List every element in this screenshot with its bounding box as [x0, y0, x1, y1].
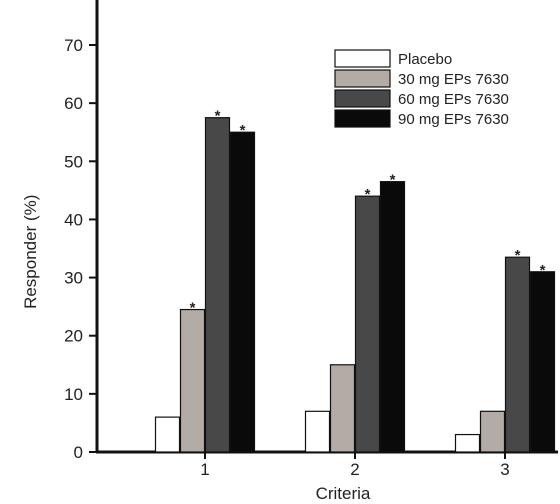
x-tick-label: 2 — [350, 460, 359, 479]
bar — [329, 364, 356, 453]
y-tick-label: 70 — [64, 36, 83, 55]
significance-star: * — [540, 262, 546, 279]
x-ticks: 1 2 3 — [200, 452, 510, 479]
legend-swatch — [334, 69, 391, 88]
legend-swatch — [334, 49, 391, 68]
bar — [529, 271, 556, 453]
bar — [454, 433, 481, 453]
legend-swatch — [334, 109, 391, 128]
y-tick-label: 30 — [64, 269, 83, 288]
bar — [379, 181, 406, 453]
bar — [204, 117, 231, 453]
bar — [504, 256, 531, 453]
y-tick-label: 10 — [64, 385, 83, 404]
bars — [154, 117, 556, 453]
significance-star: * — [390, 172, 396, 189]
y-tick-label: 20 — [64, 327, 83, 346]
bar — [154, 416, 181, 453]
legend-label: 30 mg EPs 7630 — [398, 71, 509, 88]
y-tick-label: 50 — [64, 152, 83, 171]
significance-star: * — [190, 300, 196, 317]
significance-star: * — [240, 122, 246, 139]
legend: Placebo 30 mg EPs 7630 60 mg EPs 7630 90 mg… — [334, 49, 509, 128]
x-tick-label: 1 — [200, 460, 209, 479]
legend-label: Placebo — [398, 51, 452, 68]
x-axis-title: Criteria — [316, 484, 371, 503]
axes — [95, 0, 558, 454]
y-axis-title: Responder (%) — [21, 195, 40, 309]
significance-star: * — [515, 247, 521, 264]
y-tick-label: 40 — [64, 210, 83, 229]
bar — [229, 131, 256, 453]
bar — [304, 410, 331, 453]
significance-star: * — [365, 186, 371, 203]
significance-markers: * * * * * * * — [190, 108, 546, 317]
legend-label: 90 mg EPs 7630 — [398, 111, 509, 128]
bar — [179, 308, 206, 453]
legend-label: 60 mg EPs 7630 — [398, 91, 509, 108]
significance-star: * — [215, 108, 221, 125]
x-tick-label: 3 — [500, 460, 509, 479]
legend-swatch — [334, 89, 391, 108]
y-tick-label: 60 — [64, 94, 83, 113]
bar — [479, 410, 506, 453]
bar — [354, 195, 381, 453]
y-ticks: 0 10 20 30 40 50 60 70 — [64, 36, 97, 462]
y-tick-label: 0 — [74, 443, 83, 462]
